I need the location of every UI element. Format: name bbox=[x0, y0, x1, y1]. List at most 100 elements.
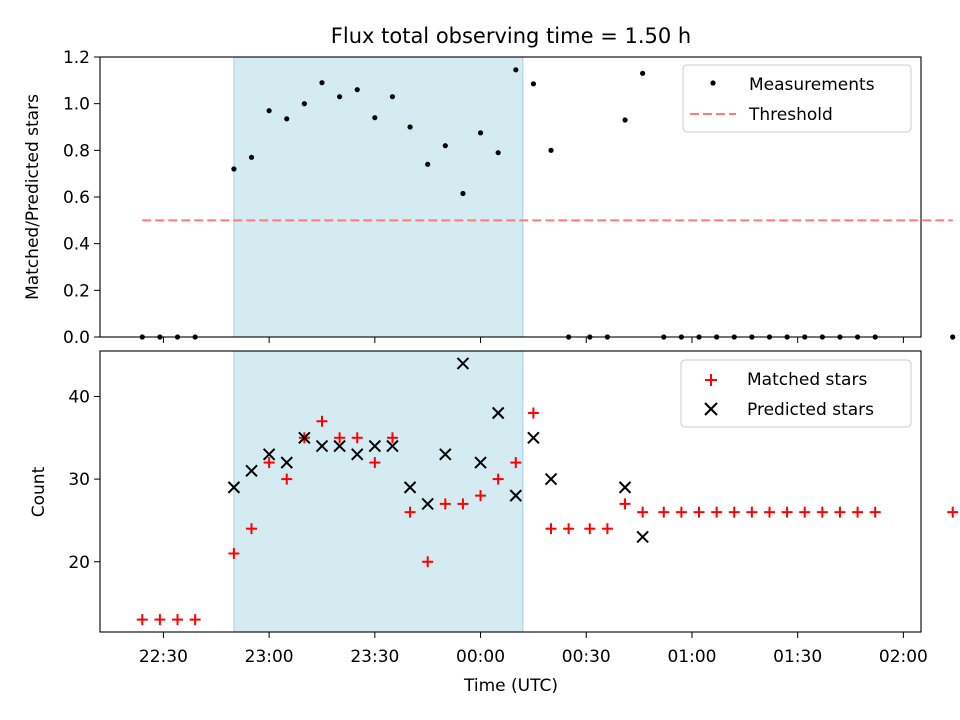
measurement-point bbox=[407, 124, 413, 130]
matched-star-point bbox=[404, 506, 416, 518]
top-ytick-label: 1.0 bbox=[63, 95, 90, 115]
predicted-star-point bbox=[262, 448, 276, 461]
matched-star-point bbox=[316, 415, 328, 427]
measurement-point bbox=[389, 94, 396, 100]
matched-legend-label: Matched stars bbox=[747, 370, 867, 390]
measurement-point bbox=[622, 117, 628, 123]
measurement-point bbox=[337, 94, 343, 100]
matched-star-point bbox=[172, 614, 184, 626]
matched-star-point bbox=[834, 506, 846, 518]
measurement-point bbox=[530, 81, 537, 87]
matched-star-point bbox=[711, 506, 723, 518]
measurement-point bbox=[231, 166, 237, 172]
matched-star-point bbox=[584, 523, 596, 535]
predicted-star-point bbox=[527, 431, 540, 444]
xtick-label: 23:30 bbox=[350, 647, 399, 667]
matched-star-point bbox=[263, 457, 275, 469]
predicted-star-point bbox=[227, 481, 241, 494]
measurement-point bbox=[266, 108, 272, 114]
measurement-point bbox=[950, 334, 956, 340]
matched-star-point bbox=[228, 547, 240, 559]
bottom-ytick-label: 40 bbox=[68, 387, 90, 407]
measurement-point bbox=[248, 154, 255, 160]
bottom-ytick-label: 30 bbox=[68, 470, 90, 490]
measurement-point bbox=[442, 143, 448, 149]
matched-star-point bbox=[439, 498, 451, 510]
predicted-star-point bbox=[618, 481, 632, 494]
matched-star-point bbox=[799, 506, 811, 518]
xtick-label: 01:30 bbox=[773, 647, 822, 667]
matched-star-point bbox=[675, 506, 687, 518]
matched-star-point bbox=[728, 506, 740, 518]
matched-star-point bbox=[475, 490, 487, 502]
measurement-point bbox=[548, 147, 554, 153]
measurements-legend-marker bbox=[710, 80, 716, 86]
measurement-point bbox=[477, 130, 484, 136]
measurement-point bbox=[284, 116, 290, 122]
predicted-star-point bbox=[368, 439, 382, 453]
predicted-star-point bbox=[386, 439, 399, 453]
xtick-label: 01:00 bbox=[667, 647, 716, 667]
top-panel: 0.0 0.2 0.4 0.6 0.8 1.0 1.2 Matched/Predicted … bbox=[23, 48, 956, 348]
xtick-label: 00:00 bbox=[456, 647, 505, 667]
predicted-star-point bbox=[245, 464, 258, 478]
matched-star-point bbox=[763, 506, 775, 518]
top-ytick-label: 0.2 bbox=[63, 281, 90, 301]
matched-star-point bbox=[386, 432, 398, 444]
predicted-star-point bbox=[315, 439, 329, 453]
matched-star-point bbox=[154, 614, 166, 626]
top-observing-window bbox=[233, 56, 524, 338]
matched-star-point bbox=[527, 407, 539, 419]
matched-star-point bbox=[816, 506, 828, 518]
matched-legend-marker bbox=[705, 374, 717, 386]
top-ytick-label: 0.4 bbox=[63, 235, 90, 255]
predicted-legend-marker bbox=[704, 402, 718, 416]
top-ytick-label: 1.2 bbox=[63, 48, 90, 68]
predicted-star-point bbox=[456, 357, 470, 370]
predicted-star-point bbox=[298, 431, 311, 444]
matched-star-point bbox=[492, 473, 504, 485]
measurement-point bbox=[319, 80, 325, 86]
measurement-point bbox=[640, 70, 646, 76]
matched-star-point bbox=[189, 614, 201, 626]
measurement-point bbox=[460, 190, 466, 197]
measurement-point bbox=[495, 150, 501, 156]
top-ytick-label: 0.0 bbox=[63, 328, 90, 348]
matched-star-point bbox=[693, 506, 705, 518]
matched-star-point bbox=[947, 506, 959, 518]
xtick-label: 02:00 bbox=[879, 647, 928, 667]
xtick-label: 23:00 bbox=[245, 647, 294, 667]
matched-star-point bbox=[246, 523, 258, 535]
matched-star-point bbox=[601, 523, 613, 535]
top-ytick-label: 0.6 bbox=[63, 188, 90, 208]
bottom-ytick-label: 20 bbox=[68, 553, 90, 573]
matched-star-point bbox=[637, 506, 649, 518]
top-y-axis-label: Matched/Predicted stars bbox=[23, 94, 43, 300]
xtick-label: 22:30 bbox=[139, 647, 188, 667]
matched-star-point bbox=[281, 473, 293, 485]
predicted-star-point bbox=[351, 448, 364, 461]
matched-star-point bbox=[422, 556, 434, 568]
matched-star-point bbox=[510, 457, 522, 469]
matched-star-point bbox=[869, 506, 881, 518]
xtick-label: 00:30 bbox=[562, 647, 611, 667]
chart-title: Flux total observing time = 1.50 h bbox=[331, 24, 691, 48]
matched-star-point bbox=[334, 432, 346, 444]
matched-star-point bbox=[351, 432, 363, 444]
predicted-star-point bbox=[636, 530, 649, 544]
matched-star-point bbox=[852, 506, 864, 518]
measurement-point bbox=[372, 115, 378, 121]
bottom-plot-frame bbox=[99, 350, 922, 633]
predicted-star-point bbox=[474, 456, 487, 469]
measurement-point bbox=[513, 67, 519, 73]
predicted-legend-label: Predicted stars bbox=[747, 400, 874, 420]
measurements-legend-label: Measurements bbox=[749, 75, 875, 95]
measurement-point bbox=[301, 101, 307, 107]
top-legend: Measurements Threshold bbox=[682, 64, 912, 133]
matched-star-point bbox=[781, 506, 793, 518]
bottom-panel: 20 30 40 22:30 23:00 23:30 00:00 00:30 01:00 01:… bbox=[29, 350, 959, 667]
bottom-observing-window bbox=[233, 350, 524, 633]
matched-star-point bbox=[545, 523, 557, 535]
predicted-star-point bbox=[439, 448, 452, 461]
